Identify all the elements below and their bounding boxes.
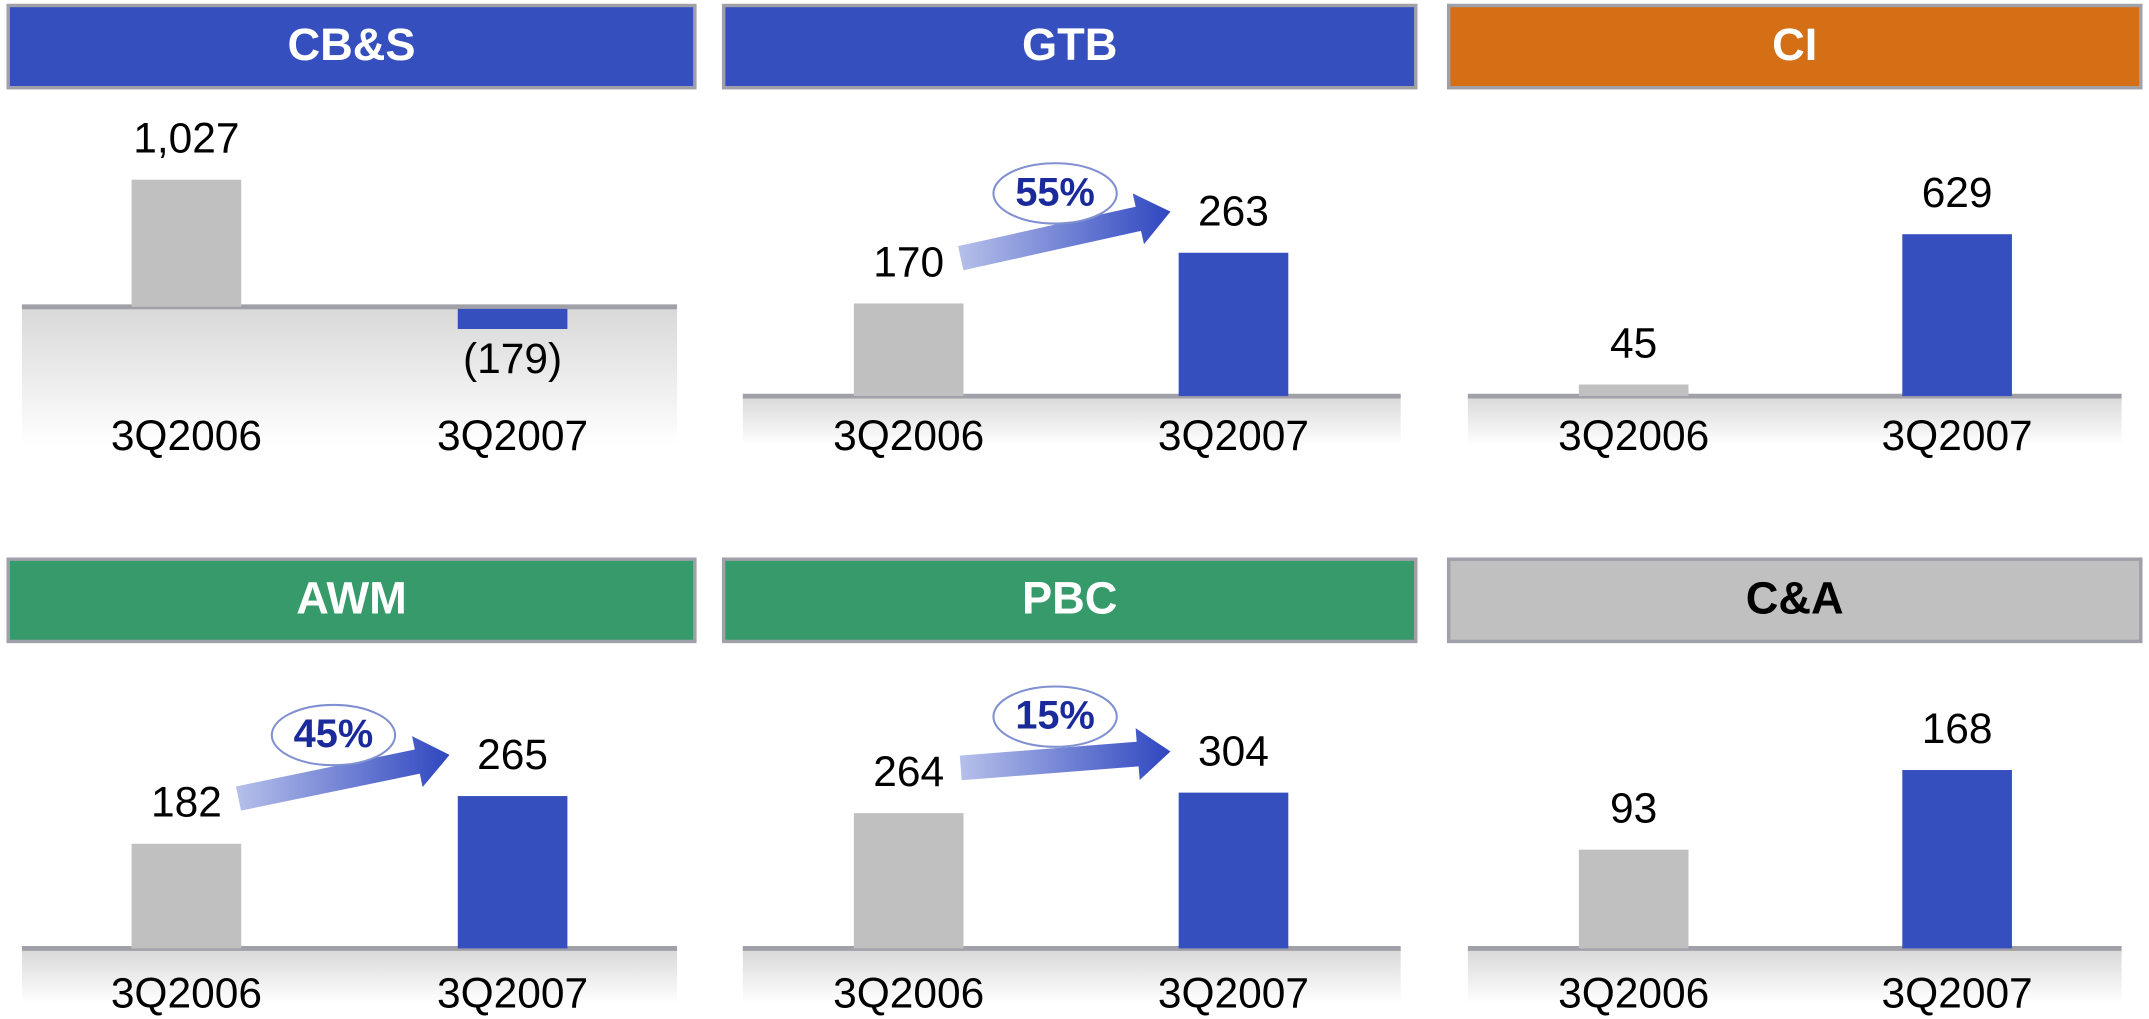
category-label: 3Q2006 <box>1558 971 1709 1018</box>
value-label: 265 <box>477 732 548 779</box>
panel-header <box>1446 557 2143 644</box>
category-label: 3Q2006 <box>111 413 262 460</box>
growth-arrow <box>235 736 450 811</box>
floor-shade <box>742 396 1401 446</box>
value-label: 93 <box>1610 786 1657 833</box>
value-label: 170 <box>873 239 944 286</box>
bar <box>1578 849 1689 949</box>
growth-badge <box>992 162 1118 225</box>
bar <box>457 796 568 949</box>
floor-shade <box>21 948 678 1004</box>
floor-shade <box>21 306 678 446</box>
growth-label: 15% <box>1015 694 1095 738</box>
category-label: 3Q2007 <box>1882 413 2033 460</box>
panel-header <box>6 3 697 90</box>
bar <box>457 308 568 329</box>
floor-shade <box>742 948 1401 1004</box>
growth-arrow <box>958 193 1171 271</box>
bar <box>1178 792 1289 949</box>
growth-badge <box>270 703 397 767</box>
category-label: 3Q2006 <box>833 971 984 1018</box>
bar <box>1578 384 1689 397</box>
bar <box>131 843 242 949</box>
bar <box>131 179 242 307</box>
value-label: 182 <box>151 780 222 827</box>
value-label: 263 <box>1198 189 1269 236</box>
panel-title: CI <box>1772 19 1817 70</box>
panel-header <box>1446 3 2143 90</box>
bar <box>853 813 964 949</box>
value-label: 304 <box>1198 728 1269 775</box>
value-label: (179) <box>463 336 562 383</box>
growth-arrow <box>959 728 1171 781</box>
value-label: 629 <box>1922 170 1993 217</box>
category-label: 3Q2007 <box>1158 413 1309 460</box>
panel-header <box>6 557 697 644</box>
bar <box>1902 234 2012 397</box>
category-label: 3Q2007 <box>1158 971 1309 1018</box>
category-label: 3Q2006 <box>111 971 262 1018</box>
growth-label: 55% <box>1015 170 1095 214</box>
panel-header <box>721 3 1418 90</box>
category-label: 3Q2006 <box>1558 413 1709 460</box>
panel-title: AWM <box>296 573 407 624</box>
floor-shade <box>1467 948 2122 1004</box>
growth-badge <box>992 685 1118 748</box>
bar <box>1178 252 1289 397</box>
panel-header <box>721 557 1418 644</box>
category-label: 3Q2007 <box>1882 971 2033 1018</box>
floor-shade <box>1467 396 2122 446</box>
bar <box>853 303 964 397</box>
value-label: 1,027 <box>133 116 239 163</box>
value-label: 45 <box>1610 320 1657 367</box>
panel-title: CB&S <box>287 19 415 70</box>
value-label: 168 <box>1922 706 1993 753</box>
panel-title: C&A <box>1746 573 1844 624</box>
category-label: 3Q2007 <box>437 413 588 460</box>
value-label: 264 <box>873 749 944 796</box>
category-label: 3Q2007 <box>437 971 588 1018</box>
growth-label: 45% <box>294 712 374 756</box>
panel-title: PBC <box>1022 573 1117 624</box>
bar <box>1902 770 2012 949</box>
panel-title: GTB <box>1022 19 1117 70</box>
category-label: 3Q2006 <box>833 413 984 460</box>
